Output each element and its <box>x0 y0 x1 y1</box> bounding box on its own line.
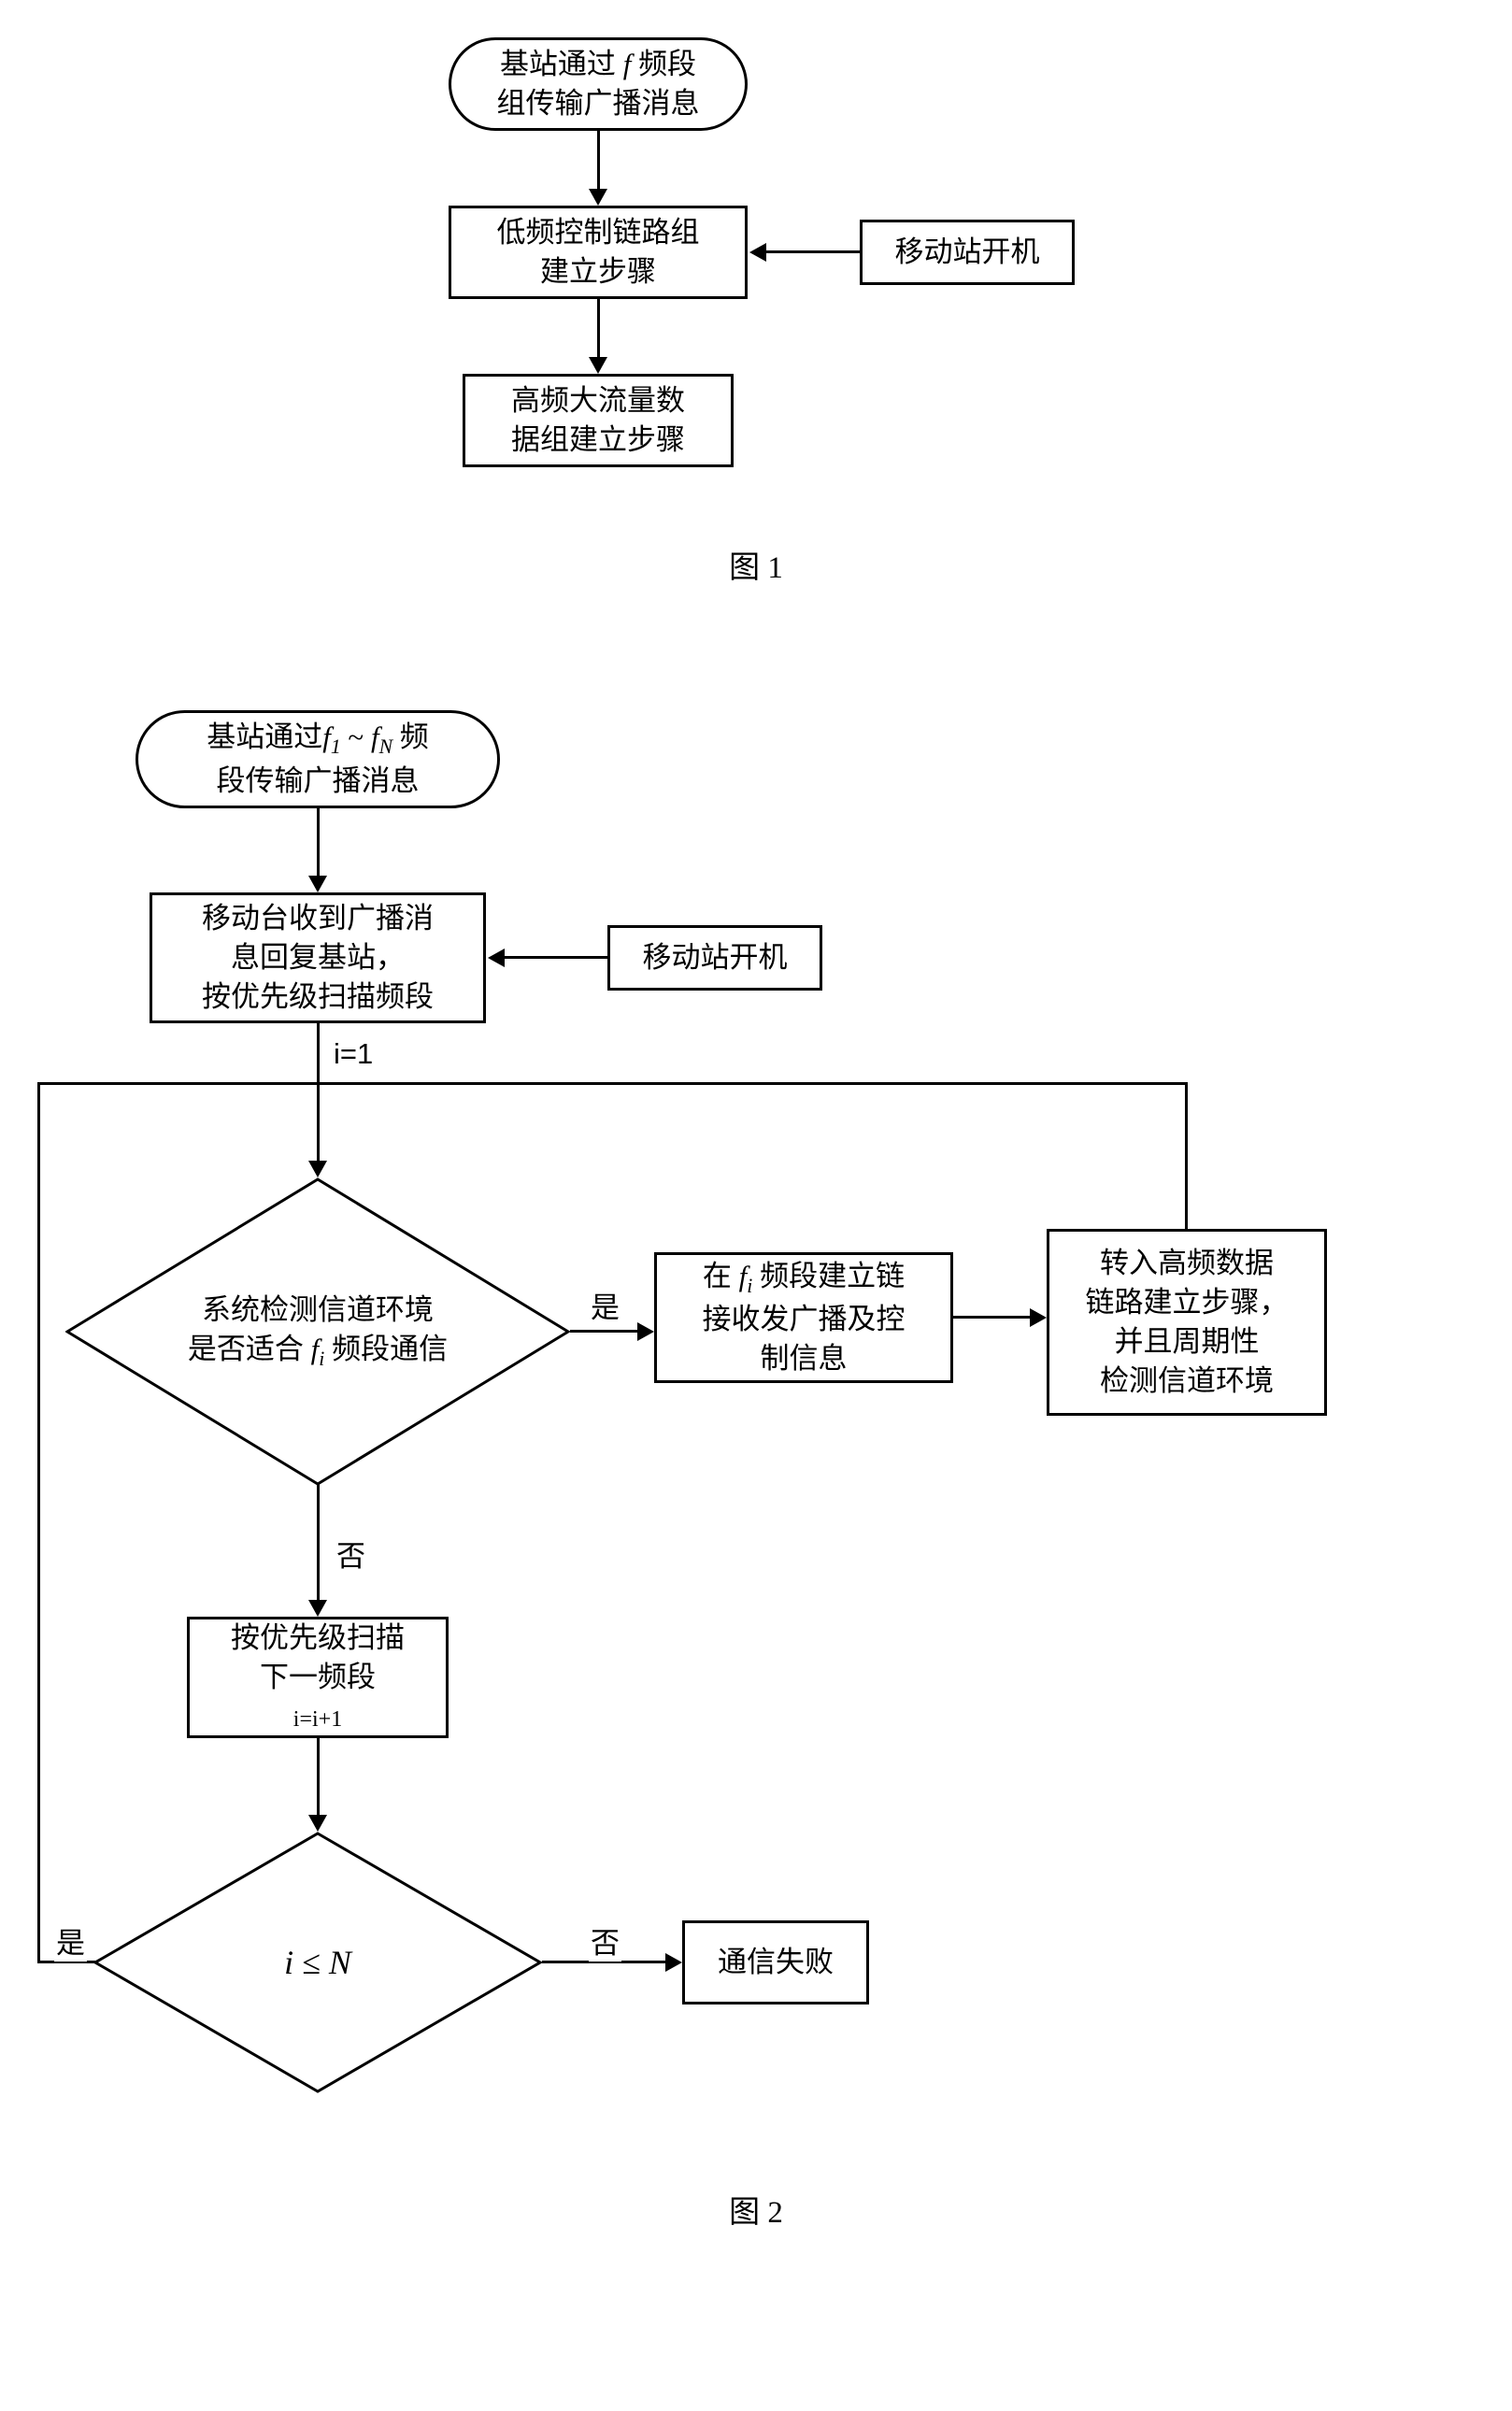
fig2-decide2-node: i ≤ N <box>93 1832 542 2093</box>
fig2-a3-head <box>308 1161 327 1177</box>
fig2-a2-head <box>488 949 505 967</box>
fig2-a10c-line <box>37 1082 317 1085</box>
fig2-a7-head <box>308 1600 327 1617</box>
fig2-a10b-line <box>37 1082 40 1963</box>
fig1-arrow2-line <box>764 250 860 253</box>
fig1-caption: 图 1 <box>37 542 1475 587</box>
fig1-start-text: 基站通过 f 频段组传输广播消息 <box>497 45 700 123</box>
fig1-arrow2-head <box>749 243 766 262</box>
fig1-step2-text: 高频大流量数 据组建立步骤 <box>511 381 685 460</box>
fig2-poweron-node: 移动站开机 <box>607 925 822 991</box>
fig1-poweron-text: 移动站开机 <box>895 233 1040 272</box>
fig2-scan-text: 移动台收到广播消 息回复基站， 按优先级扫描频段 <box>202 899 434 1017</box>
fig1-arrow1-line <box>597 131 600 192</box>
fig1-poweron-node: 移动站开机 <box>860 220 1075 285</box>
fig2-poweron-text: 移动站开机 <box>643 938 788 977</box>
fig1-arrow1-head <box>589 189 607 206</box>
fig2-label-no1: 否 <box>335 1533 367 1575</box>
fig2-start-text: 基站通过f1 ~ fN 频段传输广播消息 <box>207 718 429 800</box>
fig2-a8-head <box>308 1815 327 1832</box>
fig2-decide1-text: 系统检测信道环境是否适合 fi 频段通信 <box>188 1291 448 1373</box>
fig2-next-node: 按优先级扫描下一频段i=i+1 <box>187 1617 449 1738</box>
fig2-hf-node: 转入高频数据 链路建立步骤， 并且周期性 检测信道环境 <box>1047 1229 1327 1416</box>
fig1-start-node: 基站通过 f 频段组传输广播消息 <box>449 37 748 131</box>
fig2-next-text: 按优先级扫描下一频段i=i+1 <box>231 1619 405 1736</box>
fig1-step2-node: 高频大流量数 据组建立步骤 <box>463 374 734 467</box>
figure-1: 基站通过 f 频段组传输广播消息 低频控制链路组 建立步骤 移动站开机 高频大流… <box>37 37 1475 635</box>
fig1-step1-text: 低频控制链路组 建立步骤 <box>497 213 700 292</box>
fig2-decide2-text: i ≤ N <box>284 1940 351 1986</box>
fig2-a3-line <box>317 1023 320 1079</box>
fig2-a4-line <box>570 1330 640 1333</box>
fig2-label-yes1: 是 <box>589 1284 621 1326</box>
fig1-arrow3-head <box>589 357 607 374</box>
figure-2: 基站通过f1 ~ fN 频段传输广播消息 移动台收到广播消 息回复基站， 按优先… <box>37 710 1475 2355</box>
fig2-a1-line <box>317 808 320 878</box>
fig2-a9-head <box>665 1953 682 1972</box>
fig2-a2-line <box>503 956 607 959</box>
fig2-a5-head <box>1030 1308 1047 1327</box>
fig2-a3b-line <box>317 1079 320 1163</box>
fig2-label-yes2: 是 <box>54 1919 87 1962</box>
fig2-hf-text: 转入高频数据 链路建立步骤， 并且周期性 检测信道环境 <box>1086 1244 1289 1400</box>
fig2-a4-head <box>637 1322 654 1341</box>
fig2-caption: 图 2 <box>37 2187 1475 2232</box>
fig2-decide1-node: 系统检测信道环境是否适合 fi 频段通信 <box>65 1177 570 1486</box>
fig2-link-node: 在 fi 频段建立链接收发广播及控制信息 <box>654 1252 953 1383</box>
fig2-a6a-line <box>1185 1084 1188 1229</box>
fig2-fail-text: 通信失败 <box>718 1943 834 1982</box>
fig2-a1-head <box>308 876 327 892</box>
fig2-fail-node: 通信失败 <box>682 1920 869 2004</box>
fig2-a6b-line <box>317 1082 1188 1085</box>
fig2-label-i1: i=1 <box>332 1037 375 1071</box>
fig2-a7-line <box>317 1484 320 1603</box>
fig1-step1-node: 低频控制链路组 建立步骤 <box>449 206 748 299</box>
fig2-scan-node: 移动台收到广播消 息回复基站， 按优先级扫描频段 <box>150 892 486 1023</box>
fig2-start-node: 基站通过f1 ~ fN 频段传输广播消息 <box>136 710 500 808</box>
fig1-arrow3-line <box>597 299 600 360</box>
fig2-label-no2: 否 <box>589 1919 621 1962</box>
fig2-a8-line <box>317 1738 320 1818</box>
fig2-a5-line <box>953 1316 1033 1319</box>
fig2-link-text: 在 fi 频段建立链接收发广播及控制信息 <box>703 1257 906 1378</box>
